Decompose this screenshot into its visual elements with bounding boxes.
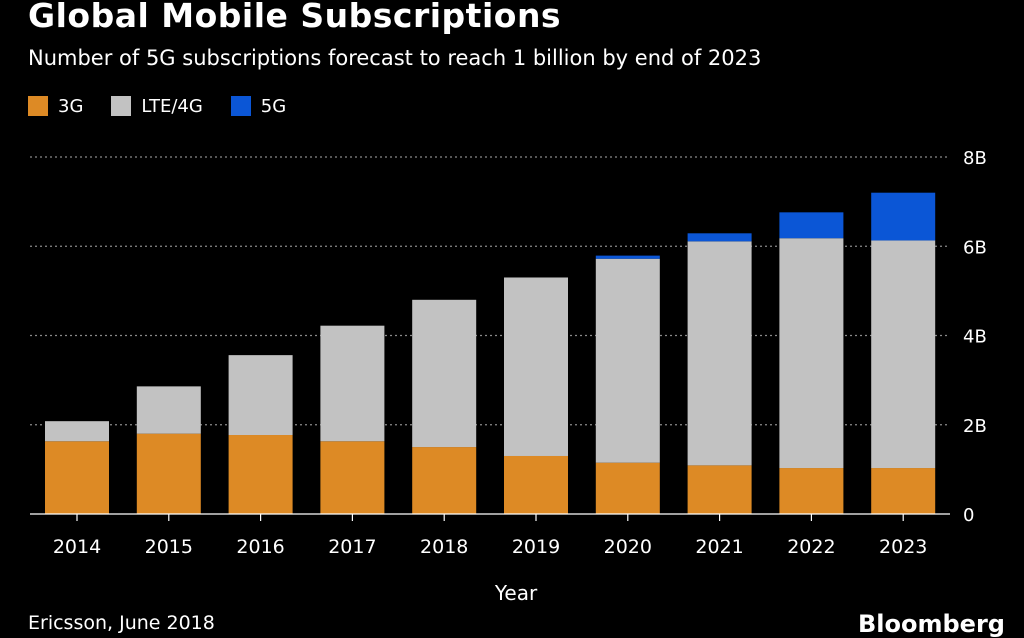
bar-segment-5g-2021 (687, 233, 752, 242)
legend-swatch-5g (230, 96, 251, 116)
x-axis-title: Year (494, 581, 538, 605)
bar-segment-3g-2023 (871, 468, 936, 514)
bar-segment-lte-4g-2018 (412, 299, 477, 448)
brand-logo-text: Bloomberg (858, 610, 1005, 638)
bars (45, 192, 936, 514)
bar-segment-3g-2018 (412, 447, 477, 514)
bar-segment-3g-2016 (228, 435, 293, 514)
bar-segment-3g-2014 (45, 441, 109, 514)
bar-segment-5g-2022 (779, 212, 844, 239)
legend-label-5g: 5G (260, 95, 287, 117)
bar-segment-5g-2020 (595, 255, 660, 259)
bar-segment-3g-2015 (136, 433, 201, 514)
source-note: Ericsson, June 2018 (28, 612, 215, 634)
x-tick-label: 2017 (328, 536, 376, 558)
y-tick-label: 8B (963, 148, 987, 169)
y-tick-label: 4B (963, 327, 987, 348)
bar-segment-lte-4g-2015 (136, 386, 201, 434)
legend-item-5g: 5G (230, 95, 287, 117)
bar-segment-3g-2020 (595, 462, 660, 514)
legend-item-3g: 3G (28, 96, 83, 117)
y-tick-label: 0 (963, 505, 974, 526)
bar-segment-5g-2023 (871, 192, 936, 241)
chart-legend: 3G LTE/4G 5G (28, 94, 314, 118)
bar-segment-3g-2019 (504, 455, 568, 514)
x-tick-label: 2016 (236, 536, 284, 558)
legend-item-lte-4g: LTE/4G (111, 95, 203, 117)
x-tick-label: 2019 (512, 536, 560, 558)
x-tick-label: 2021 (695, 536, 743, 558)
bar-segment-lte-4g-2014 (45, 421, 109, 442)
bar-segment-lte-4g-2017 (320, 325, 385, 442)
chart-subtitle: Number of 5G subscriptions forecast to r… (28, 46, 762, 70)
bar-segment-3g-2017 (320, 441, 385, 514)
legend-swatch-lte-4g (111, 96, 132, 116)
bar-segment-3g-2022 (779, 468, 844, 514)
y-tick-label: 2B (963, 416, 987, 437)
bar-segment-lte-4g-2019 (504, 277, 568, 456)
axes: 0 2B 4B 6B 8B 2014 2015 2016 2017 2018 2019 2020 202… (30, 148, 987, 558)
legend-swatch-3g (28, 96, 48, 116)
legend-label-lte-4g: LTE/4G (141, 95, 203, 117)
x-tick-label: 2015 (145, 536, 193, 558)
bar-segment-3g-2021 (687, 465, 752, 514)
bar-segment-lte-4g-2016 (228, 355, 293, 436)
x-tick-label: 2023 (879, 536, 927, 558)
bar-segment-lte-4g-2023 (871, 240, 936, 469)
y-tick-label: 6B (963, 237, 987, 258)
x-tick-label: 2014 (53, 536, 101, 558)
x-tick-label: 2020 (604, 536, 652, 558)
chart-title: Global Mobile Subscriptions (28, 0, 562, 35)
bar-segment-lte-4g-2022 (779, 238, 844, 469)
bar-segment-lte-4g-2021 (687, 241, 752, 466)
legend-label-3g: 3G (58, 95, 84, 117)
x-tick-label: 2022 (787, 536, 835, 558)
bar-segment-lte-4g-2020 (595, 258, 660, 463)
x-tick-label: 2018 (420, 536, 468, 558)
